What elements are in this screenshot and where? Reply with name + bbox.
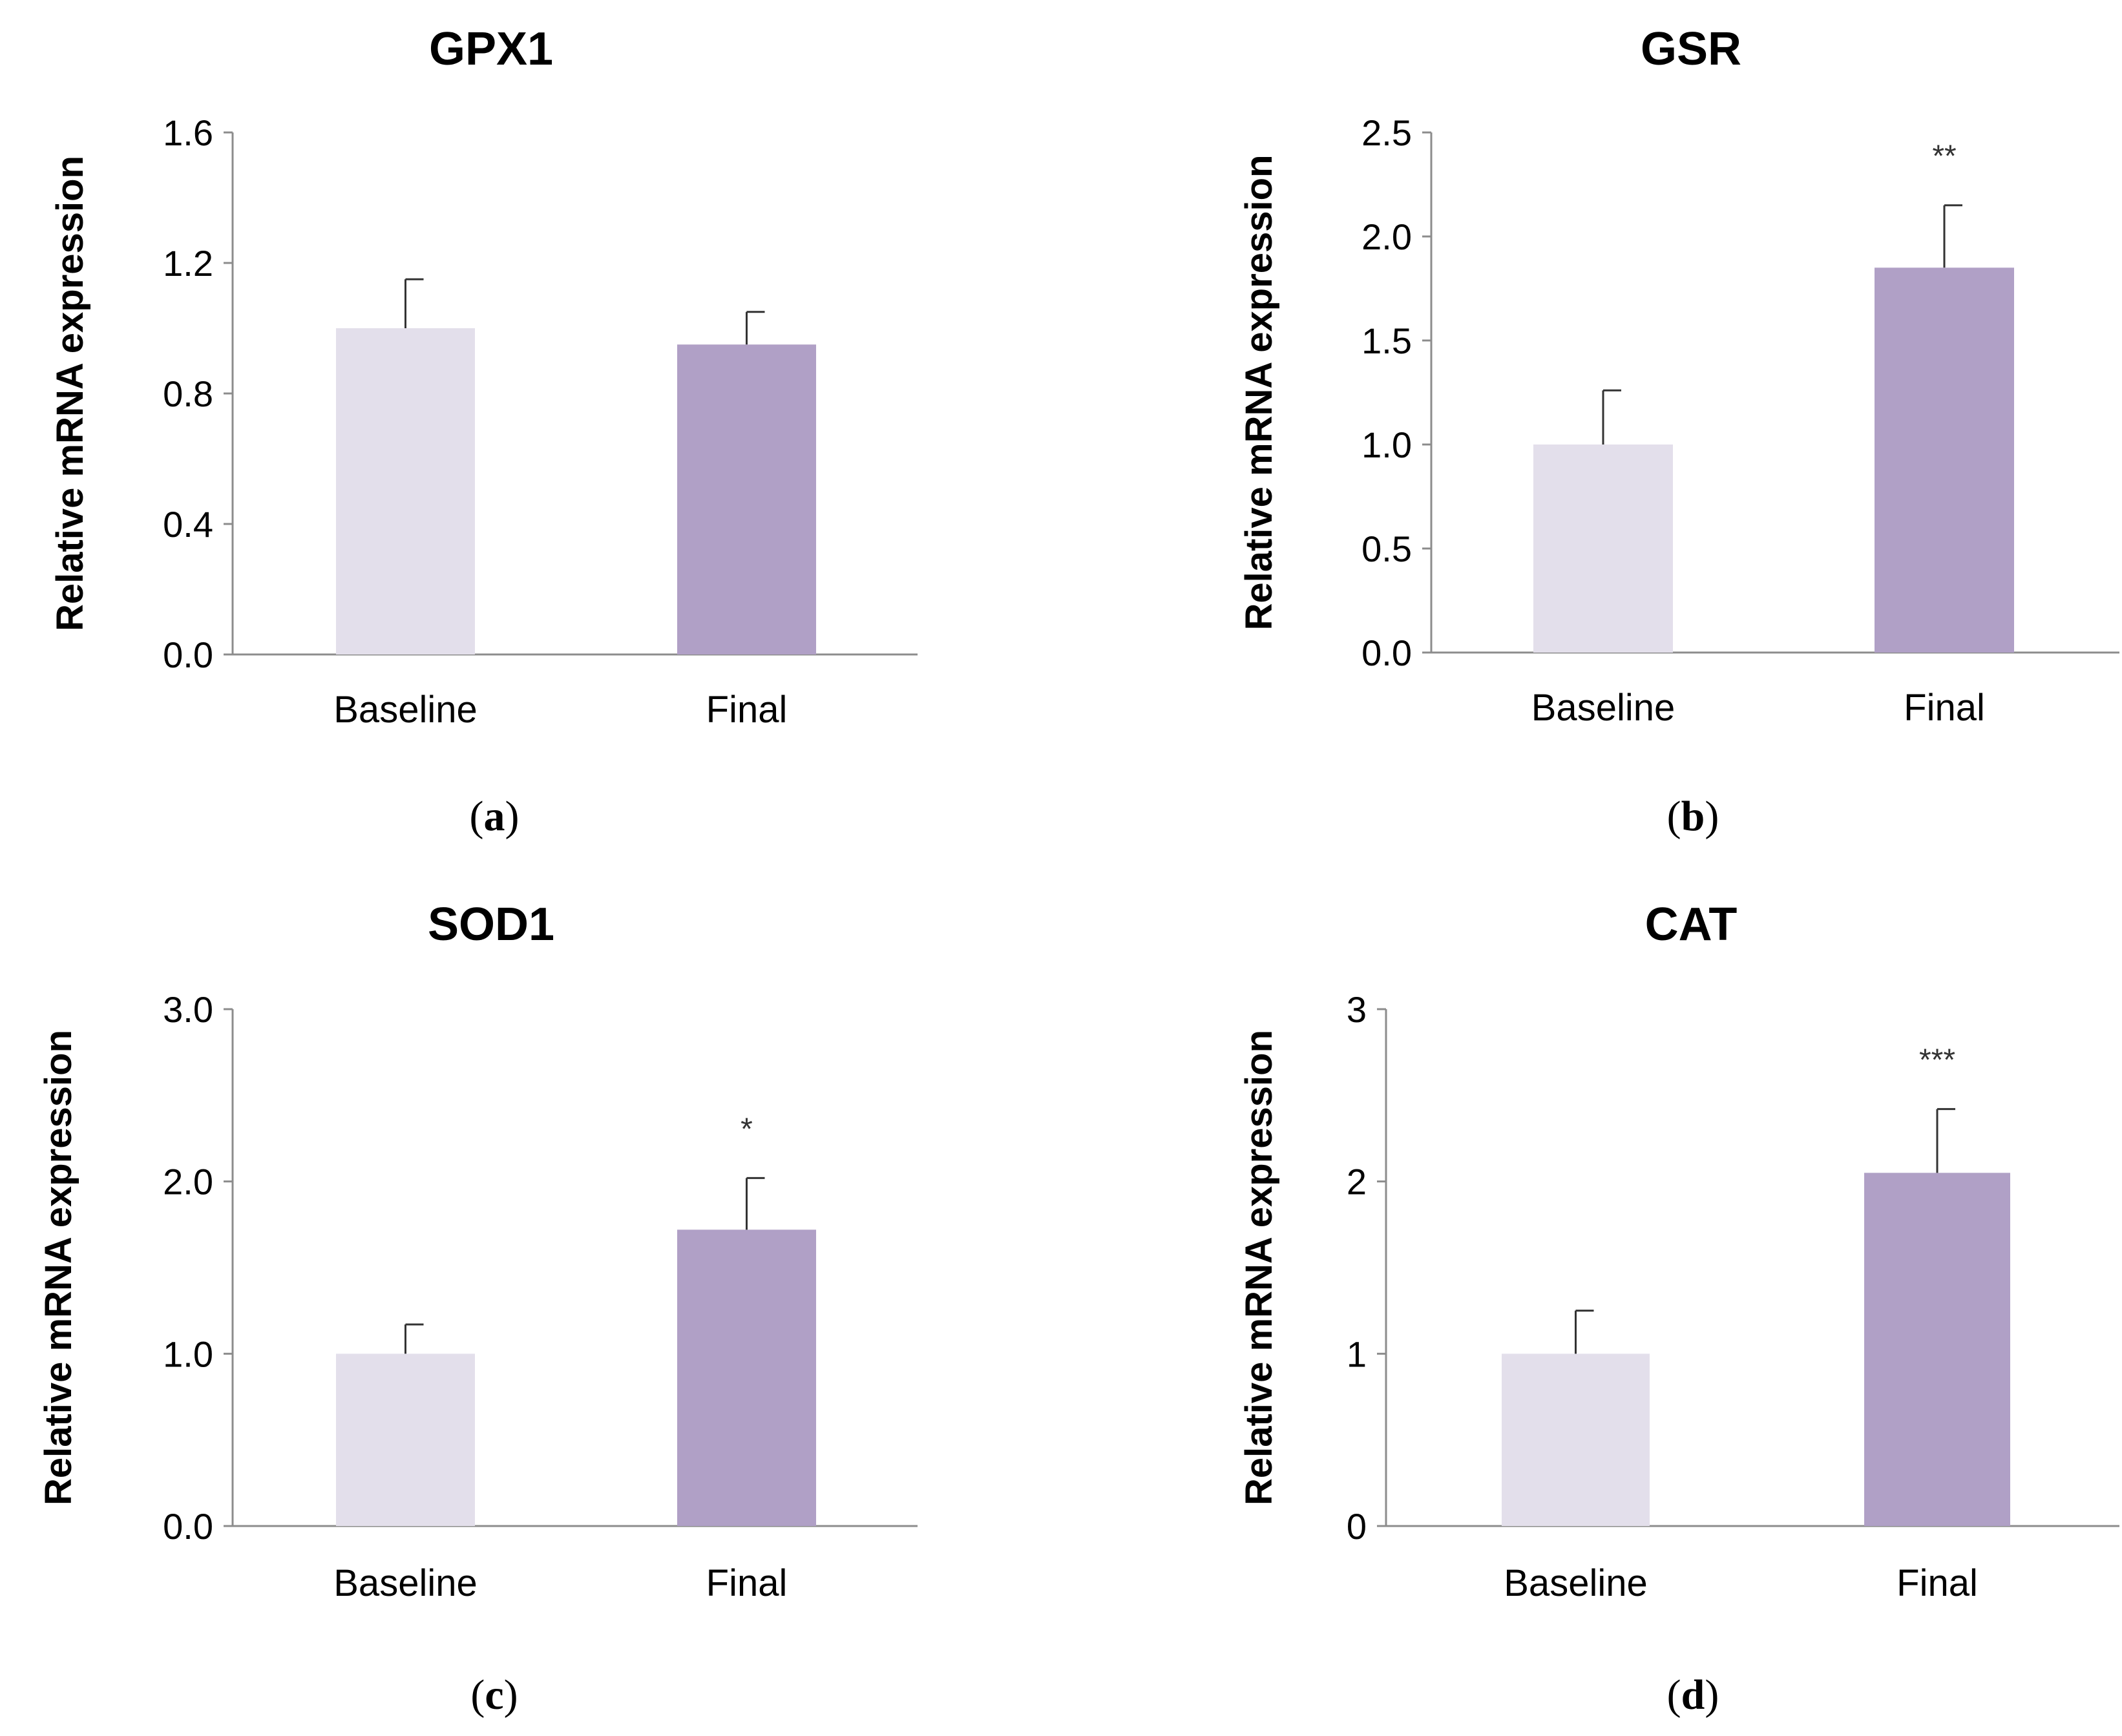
chart-title: GSR: [1641, 23, 1741, 75]
x-tick-label: Final: [1904, 687, 1985, 729]
y-tick-label: 1: [1347, 1333, 1367, 1374]
caption-letter: a: [484, 793, 505, 840]
chart-title: GPX1: [429, 23, 553, 75]
panel-caption: (d): [1667, 1671, 1719, 1719]
significance-marker: **: [1932, 140, 1956, 174]
bar-baseline: [336, 1354, 475, 1526]
caption-letter: d: [1681, 1671, 1705, 1719]
chart-title: CAT: [1645, 899, 1738, 950]
y-tick-label: 0.8: [163, 373, 213, 414]
x-tick-label: Final: [706, 1562, 788, 1604]
caption-open: (: [1667, 1671, 1681, 1719]
chart-panel-b: GSR Relative mRNA expression 0.0 0.5 1.0 1.5 2…: [1238, 23, 2119, 840]
y-tick-label: 2: [1347, 1162, 1367, 1202]
y-tick-label: 0: [1347, 1506, 1367, 1547]
caption-close: ): [1705, 1671, 1719, 1719]
y-tick-label: 1.0: [163, 1333, 213, 1374]
x-tick-label: Baseline: [1504, 1562, 1647, 1604]
y-tick-label: 0.0: [163, 634, 213, 675]
y-tick-label: 1.5: [1361, 320, 1412, 361]
caption-letter: c: [485, 1671, 503, 1719]
caption-open: (: [470, 1671, 485, 1719]
x-tick-label: Final: [1896, 1562, 1978, 1604]
x-tick-label: Baseline: [333, 1562, 477, 1604]
panel-caption: (a): [470, 793, 520, 840]
y-tick-label: 1.6: [163, 112, 213, 153]
chart-title: SOD1: [428, 899, 554, 950]
bar-final: [1875, 267, 2014, 653]
y-tick-label: 1.0: [1361, 424, 1412, 465]
x-tick-label: Final: [706, 689, 788, 731]
y-axis-label: Relative mRNA expression: [1238, 1030, 1280, 1505]
significance-marker: ***: [1919, 1043, 1955, 1078]
caption-close: ): [1705, 793, 1719, 840]
y-axis-label: Relative mRNA expression: [1238, 154, 1280, 630]
y-tick-label: 1.2: [163, 243, 213, 284]
bar-final: [677, 1229, 816, 1526]
bar-final: [677, 344, 816, 654]
caption-letter: b: [1681, 793, 1705, 840]
y-tick-label: 0.5: [1361, 528, 1412, 569]
chart-panel-c: SOD1 Relative mRNA expression 0.0 1.0 2.0 3.0…: [37, 899, 918, 1719]
bar-baseline: [336, 328, 475, 654]
x-tick-label: Baseline: [1531, 687, 1675, 729]
bar-baseline: [1533, 444, 1673, 653]
panel-caption: (b): [1667, 793, 1719, 840]
bar-final: [1864, 1173, 2010, 1526]
caption-open: (: [470, 793, 484, 840]
chart-panel-d: CAT Relative mRNA expression 0 1 2 3 Baseline *…: [1238, 899, 2119, 1719]
y-axis-label: Relative mRNA expression: [49, 156, 91, 631]
significance-marker: *: [741, 1112, 753, 1146]
bar-baseline: [1502, 1354, 1650, 1526]
y-axis-label: Relative mRNA expression: [37, 1030, 79, 1505]
y-tick-label: 0.0: [1361, 633, 1412, 673]
y-tick-label: 0.4: [163, 504, 213, 545]
chart-panel-a: GPX1 Relative mRNA expression 0.0 0.4 0.8 1.2…: [49, 23, 918, 840]
caption-close: ): [505, 793, 520, 840]
y-tick-label: 3: [1347, 989, 1367, 1030]
y-tick-label: 2.5: [1361, 112, 1412, 153]
caption-open: (: [1667, 793, 1681, 840]
y-tick-label: 2.0: [163, 1162, 213, 1202]
y-tick-label: 0.0: [163, 1506, 213, 1547]
y-tick-label: 3.0: [163, 989, 213, 1030]
caption-close: ): [504, 1671, 518, 1719]
panel-caption: (c): [470, 1671, 518, 1719]
y-tick-label: 2.0: [1361, 216, 1412, 257]
x-tick-label: Baseline: [333, 689, 477, 731]
